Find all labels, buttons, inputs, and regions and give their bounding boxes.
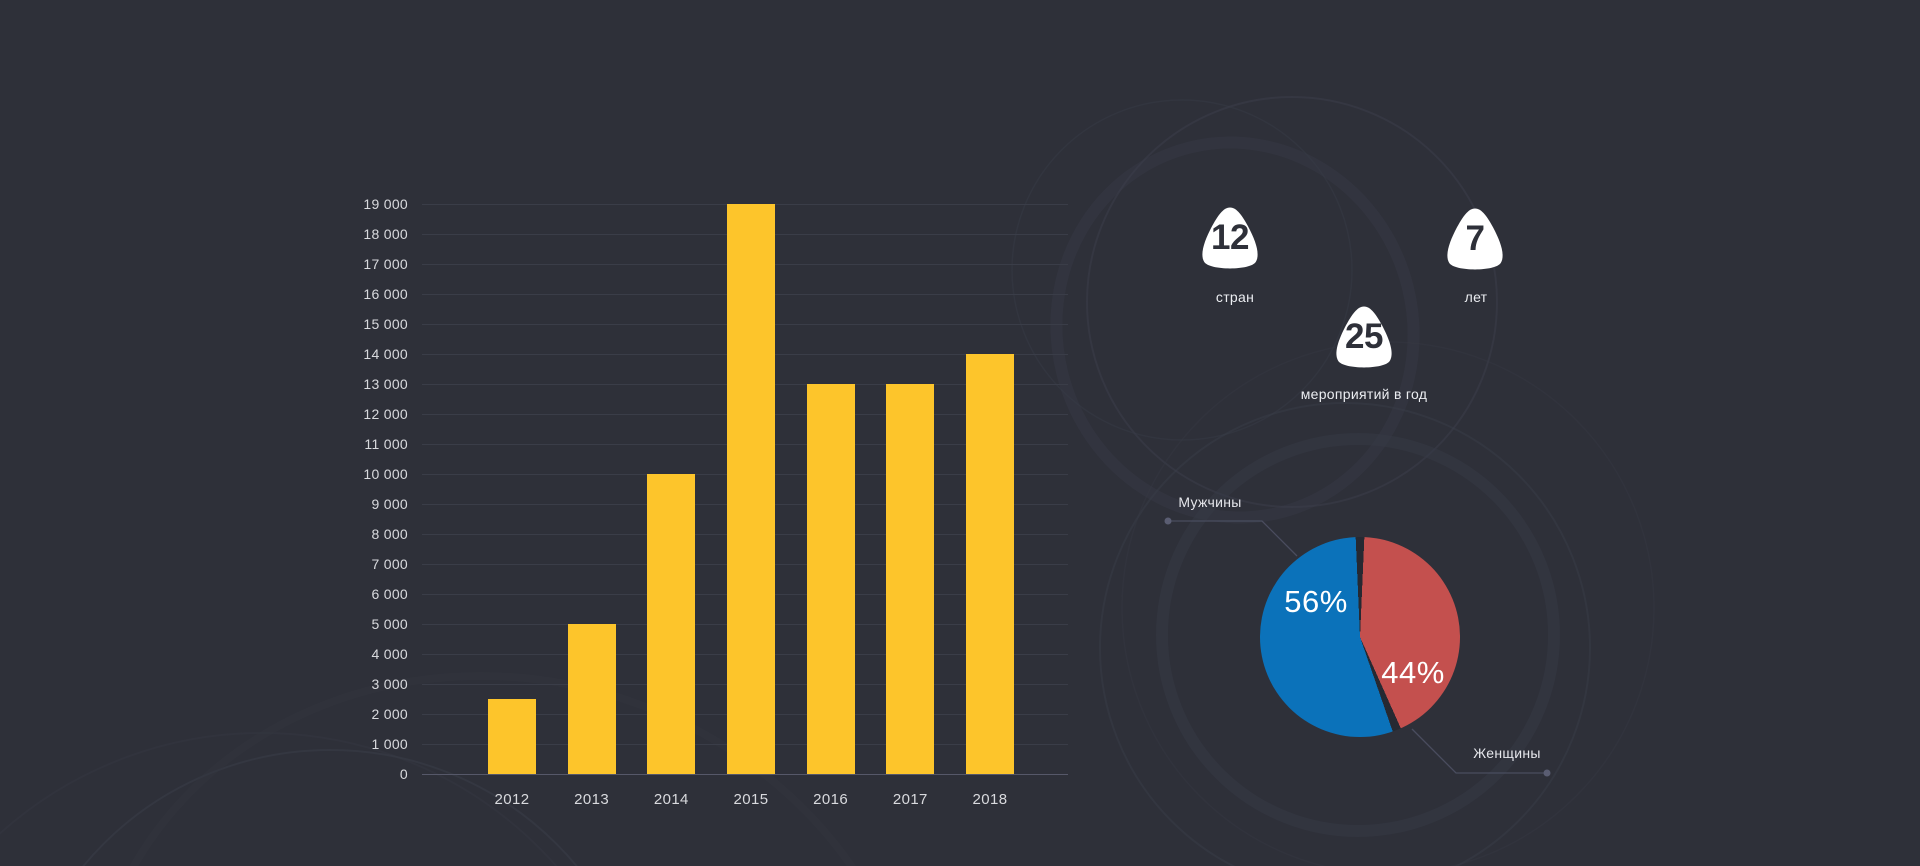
badge-blob-icon <box>1447 208 1503 270</box>
y-axis-label: 9 000 <box>371 496 408 512</box>
bar-2013 <box>567 624 616 774</box>
y-axis-label: 3 000 <box>371 676 408 692</box>
x-axis-label-2018: 2018 <box>972 791 1008 808</box>
callout-line-men <box>1168 520 1298 557</box>
bar-2015 <box>727 204 775 774</box>
bar-2018 <box>966 354 1014 774</box>
bar-2016 <box>806 384 855 774</box>
y-axis-label: 5 000 <box>371 616 408 632</box>
y-axis-label: 6 000 <box>371 586 408 602</box>
bar-2012 <box>488 699 536 774</box>
y-axis-label: 7 000 <box>371 556 408 572</box>
gridline <box>422 774 1068 775</box>
y-axis-label: 2 000 <box>371 706 408 722</box>
y-axis-label: 14 000 <box>363 346 408 362</box>
y-axis-label: 1 000 <box>371 736 408 752</box>
x-axis-label-2017: 2017 <box>892 791 928 808</box>
x-axis-label-2016: 2016 <box>813 791 849 808</box>
x-axis-label-2012: 2012 <box>494 791 530 808</box>
y-axis-label: 13 000 <box>363 376 408 392</box>
y-axis-label: 15 000 <box>363 316 408 332</box>
pie-label-men: Мужчины <box>1178 494 1242 510</box>
y-axis-label: 16 000 <box>363 286 408 302</box>
bar-2017 <box>886 384 935 774</box>
x-axis-label-2015: 2015 <box>733 791 769 808</box>
y-axis-label: 11 000 <box>364 436 408 452</box>
y-axis-label: 17 000 <box>363 256 408 272</box>
y-axis-label: 0 <box>399 766 408 782</box>
bar-chart-plot <box>422 204 1068 775</box>
stat-badge-years: 7 <box>1433 203 1517 281</box>
gender-pie-chart: 56% 44% <box>1260 537 1460 737</box>
y-axis-label: 18 000 <box>363 226 408 242</box>
y-axis-label: 19 000 <box>363 196 408 212</box>
badge-blob-icon <box>1202 207 1258 269</box>
callout-dot-men <box>1164 517 1172 525</box>
y-axis-label: 10 000 <box>363 466 408 482</box>
stat-value-countries: 12 <box>1211 218 1249 257</box>
x-axis-label-2013: 2013 <box>574 791 610 808</box>
stat-label-events: мероприятий в год <box>1300 386 1428 402</box>
x-axis-label-2014: 2014 <box>653 791 689 808</box>
pie-label-women: Женщины <box>1473 745 1541 761</box>
stat-badge-countries: 12 <box>1188 202 1272 280</box>
stat-value-events: 25 <box>1345 317 1383 356</box>
stat-label-years: лет <box>1464 289 1488 305</box>
bar-2014 <box>647 474 696 774</box>
callout-dot-women <box>1543 769 1551 777</box>
stat-label-countries: стран <box>1215 289 1255 305</box>
stat-badge-events: 25 <box>1322 301 1406 379</box>
pie-percent-men: 56% <box>1284 584 1348 619</box>
y-axis-label: 12 000 <box>363 406 408 422</box>
badge-blob-icon <box>1336 306 1392 368</box>
y-axis-label: 8 000 <box>371 526 408 542</box>
pie-percent-women: 44% <box>1381 655 1445 690</box>
stat-value-years: 7 <box>1465 219 1485 258</box>
y-axis-label: 4 000 <box>371 646 408 662</box>
